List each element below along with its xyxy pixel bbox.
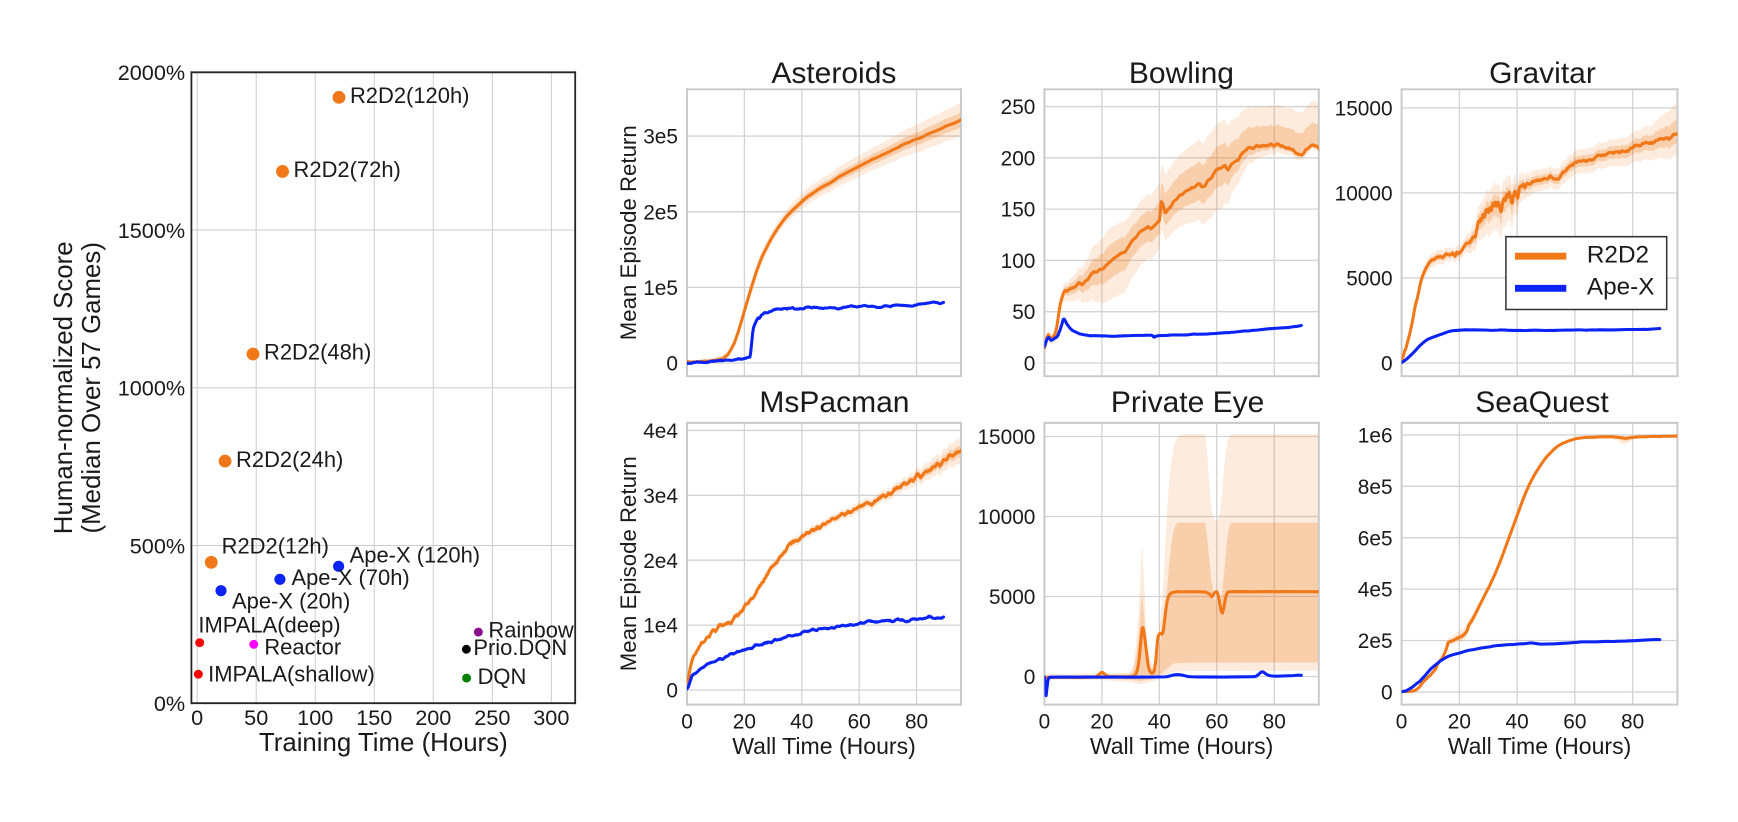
svg-text:Ape-X: Ape-X: [1587, 274, 1655, 301]
svg-text:Human-normalized Score: Human-normalized Score: [50, 241, 78, 534]
svg-text:40: 40: [1148, 711, 1171, 734]
svg-text:80: 80: [1621, 711, 1644, 734]
svg-text:500%: 500%: [130, 533, 185, 558]
svg-text:50: 50: [244, 705, 268, 730]
svg-text:100: 100: [297, 705, 333, 730]
svg-text:IMPALA(shallow): IMPALA(shallow): [208, 661, 375, 686]
svg-text:0: 0: [1381, 353, 1393, 376]
svg-text:Reactor: Reactor: [264, 634, 341, 659]
svg-text:Bowling: Bowling: [1129, 57, 1234, 90]
svg-text:R2D2: R2D2: [1587, 241, 1649, 268]
svg-text:80: 80: [1263, 711, 1286, 734]
svg-text:2e5: 2e5: [643, 201, 678, 224]
svg-text:MsPacman: MsPacman: [759, 386, 909, 419]
svg-text:0: 0: [1039, 711, 1051, 734]
svg-text:20: 20: [733, 711, 756, 734]
svg-text:0: 0: [1396, 711, 1408, 734]
svg-text:15000: 15000: [977, 426, 1035, 449]
svg-text:0: 0: [666, 353, 678, 376]
svg-text:8e5: 8e5: [1358, 476, 1393, 499]
svg-text:4e4: 4e4: [643, 420, 678, 443]
svg-text:3e4: 3e4: [643, 485, 678, 508]
svg-text:15000: 15000: [1335, 97, 1393, 120]
svg-text:1500%: 1500%: [118, 218, 185, 243]
svg-text:Ape-X (70h): Ape-X (70h): [291, 565, 409, 590]
svg-text:0: 0: [1024, 666, 1036, 689]
svg-text:300: 300: [533, 705, 569, 730]
svg-text:0: 0: [666, 680, 678, 703]
svg-text:20: 20: [1090, 711, 1113, 734]
svg-text:Mean Episode Return: Mean Episode Return: [616, 456, 641, 671]
svg-text:DQN: DQN: [478, 664, 527, 689]
svg-text:2e5: 2e5: [1358, 630, 1393, 653]
svg-text:4e5: 4e5: [1358, 579, 1393, 602]
svg-text:2000%: 2000%: [118, 60, 185, 85]
svg-text:Prio.DQN: Prio.DQN: [473, 635, 567, 660]
svg-text:6e5: 6e5: [1358, 527, 1393, 550]
svg-text:1e6: 1e6: [1358, 424, 1393, 447]
svg-text:50: 50: [1012, 301, 1035, 324]
svg-text:60: 60: [1563, 711, 1586, 734]
svg-text:1e5: 1e5: [643, 277, 678, 300]
svg-text:200: 200: [415, 705, 451, 730]
svg-text:0: 0: [1381, 681, 1393, 704]
svg-text:Gravitar: Gravitar: [1489, 57, 1596, 90]
svg-text:SeaQuest: SeaQuest: [1475, 386, 1609, 419]
svg-text:1000%: 1000%: [118, 376, 185, 401]
svg-text:0: 0: [1024, 353, 1036, 376]
svg-text:0: 0: [681, 711, 693, 734]
svg-text:Rainbow: Rainbow: [488, 618, 574, 643]
svg-text:2e4: 2e4: [643, 550, 678, 573]
svg-text:100: 100: [1001, 250, 1036, 273]
svg-text:5000: 5000: [1346, 268, 1392, 291]
svg-text:Wall Time (Hours): Wall Time (Hours): [1090, 733, 1274, 759]
svg-text:1e4: 1e4: [643, 615, 678, 638]
svg-text:200: 200: [1001, 147, 1036, 170]
svg-text:250: 250: [474, 705, 510, 730]
svg-text:40: 40: [790, 711, 813, 734]
svg-text:150: 150: [356, 705, 392, 730]
svg-text:250: 250: [1001, 96, 1036, 119]
svg-text:5000: 5000: [989, 586, 1035, 609]
svg-text:40: 40: [1506, 711, 1529, 734]
svg-text:R2D2(72h): R2D2(72h): [294, 157, 401, 182]
svg-text:Private Eye: Private Eye: [1111, 386, 1264, 419]
svg-text:Training Time (Hours): Training Time (Hours): [259, 729, 508, 757]
svg-text:Mean Episode Return: Mean Episode Return: [616, 125, 641, 340]
svg-text:10000: 10000: [1335, 182, 1393, 205]
svg-text:80: 80: [905, 711, 928, 734]
svg-text:Asteroids: Asteroids: [771, 57, 896, 90]
svg-text:R2D2(12h): R2D2(12h): [222, 533, 329, 558]
svg-text:(Median Over 57 Games): (Median Over 57 Games): [78, 242, 106, 533]
svg-text:0%: 0%: [154, 691, 185, 716]
svg-text:IMPALA(deep): IMPALA(deep): [198, 613, 340, 638]
svg-text:Wall Time (Hours): Wall Time (Hours): [732, 733, 916, 759]
svg-text:R2D2(24h): R2D2(24h): [236, 447, 343, 472]
svg-text:3e5: 3e5: [643, 126, 678, 149]
svg-text:20: 20: [1448, 711, 1471, 734]
svg-text:Wall Time (Hours): Wall Time (Hours): [1448, 733, 1632, 759]
svg-text:60: 60: [1205, 711, 1228, 734]
svg-text:R2D2(48h): R2D2(48h): [264, 340, 371, 365]
svg-text:60: 60: [848, 711, 871, 734]
svg-text:R2D2(120h): R2D2(120h): [350, 83, 469, 108]
svg-text:Ape-X (20h): Ape-X (20h): [232, 589, 350, 614]
svg-text:10000: 10000: [977, 506, 1035, 529]
svg-text:Ape-X (120h): Ape-X (120h): [350, 542, 480, 567]
svg-text:150: 150: [1001, 199, 1036, 222]
svg-text:0: 0: [191, 705, 203, 730]
